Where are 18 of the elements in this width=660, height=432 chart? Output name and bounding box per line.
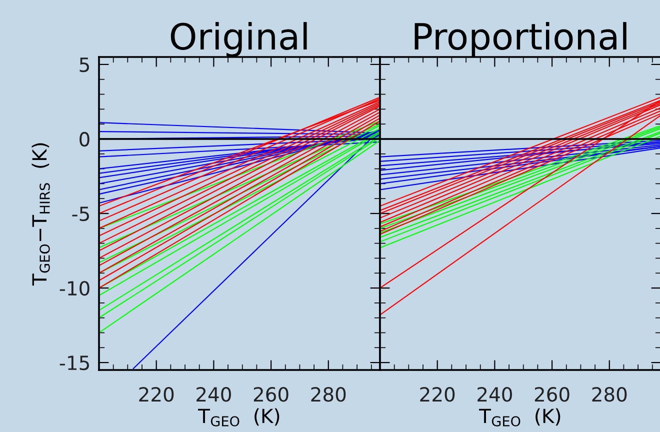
y-tick-label: 0: [80, 132, 90, 147]
x-axis-title: T$_{GEO}$ (K): [198, 408, 280, 426]
y-tick-label: -5: [72, 206, 89, 222]
x-tick-label: 240: [478, 387, 512, 402]
chart-title: Proportional: [414, 22, 626, 57]
x-tick-label: 220: [139, 387, 174, 402]
x-tick-label: 260: [254, 387, 288, 402]
y-tick-label: -15: [60, 356, 89, 370]
x-tick-label: 260: [534, 387, 570, 402]
chart-title: Original: [170, 22, 307, 57]
y-tick-label: 5: [80, 58, 89, 72]
x-tick-label: 240: [196, 387, 231, 402]
y-axis-title: T$_{GEO}$−T$_{HIRS}$ (K): [32, 143, 50, 286]
x-axis-title: T$_{GEO}$ (K): [479, 408, 560, 426]
x-tick-label: 280: [311, 387, 346, 402]
x-tick-label: 220: [420, 387, 455, 402]
y-tick-label: -10: [60, 280, 90, 296]
x-tick-label: 280: [592, 387, 627, 402]
